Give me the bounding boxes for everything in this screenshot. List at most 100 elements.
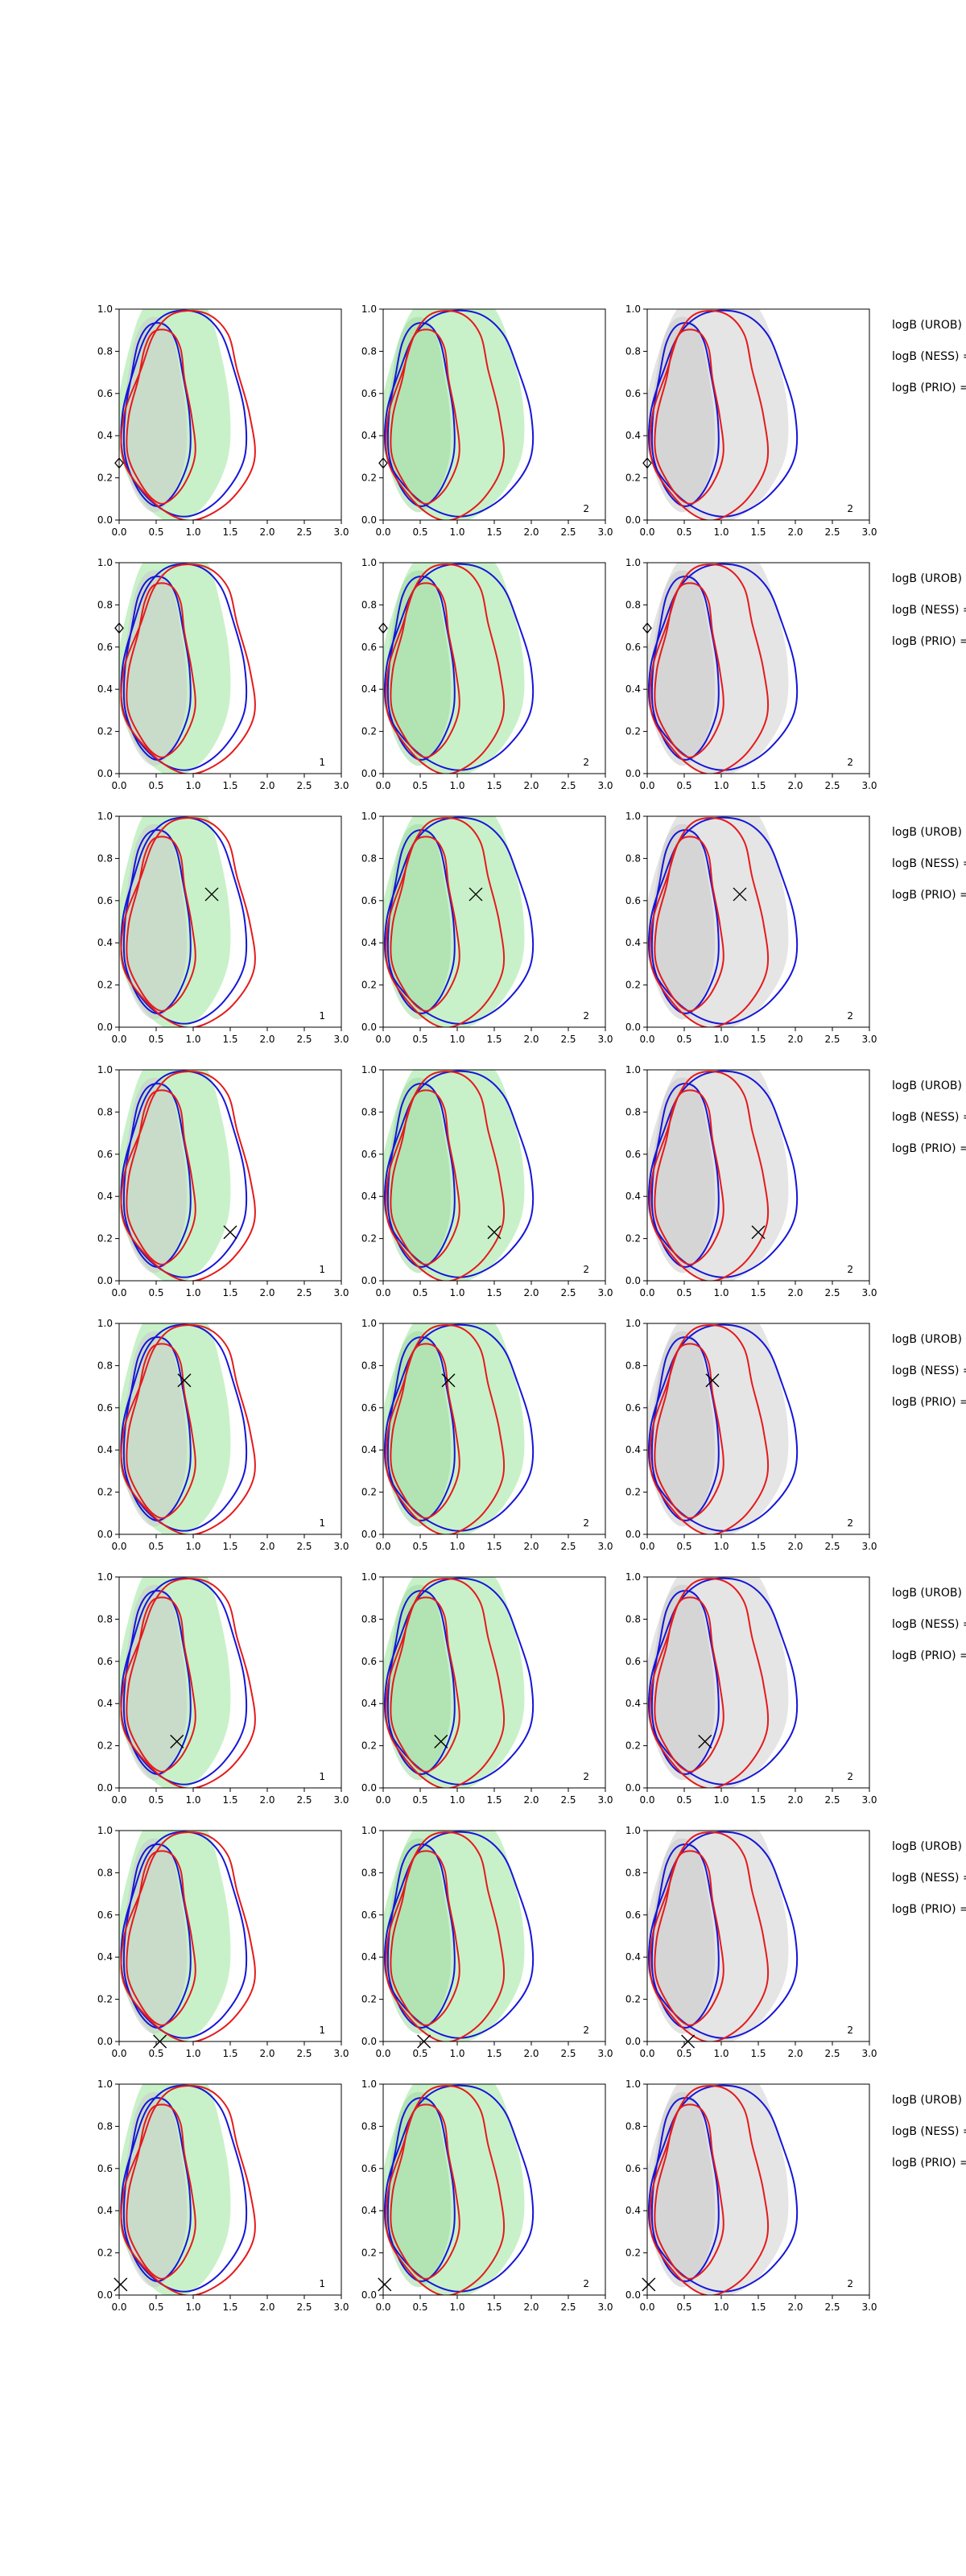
y-tick-label: 0.8 [361, 599, 377, 610]
inner-fill-region [122, 2091, 187, 2288]
true-value-marker [378, 457, 388, 469]
x-tick-label: 2.5 [560, 2048, 576, 2059]
x-tick-label: 2.5 [824, 1287, 840, 1298]
y-tick-label: 0.0 [625, 2036, 641, 2047]
y-tick-label: 0.8 [361, 345, 377, 357]
y-tick-label: 0.8 [361, 1360, 377, 1371]
x-tick-label: 3.0 [333, 2301, 349, 2313]
x-tick-label: 3.0 [597, 2048, 613, 2059]
y-tick-label: 1.0 [97, 811, 113, 822]
x-tick-label: 3.0 [861, 1541, 877, 1552]
x-tick-label: 3.0 [333, 1794, 349, 1806]
blue-outer-contour [383, 309, 535, 518]
blue-outer-contour [383, 1577, 535, 1785]
red-inner-contour [390, 1089, 460, 1265]
x-tick-label: 2.0 [523, 1794, 539, 1806]
corner-label: 2 [583, 1010, 589, 1022]
y-tick-label: 0.6 [625, 1656, 641, 1667]
red-outer-contour [649, 1578, 770, 1788]
x-tick-label: 2.5 [560, 1794, 576, 1806]
y-tick-label: 0.2 [97, 980, 113, 991]
x-tick-label: 1.5 [222, 780, 237, 791]
panel-r6-c1: 0.0 0.5 1.0 1.5 2.0 2.5 3.0 0.0 0.2 0.4 0.6 0.8 1.0 1 [97, 1571, 349, 1806]
x-tick-label: 3.0 [333, 526, 349, 538]
x-tick-label: 1.0 [449, 1541, 464, 1552]
x-tick-label: 1.0 [449, 1794, 464, 1806]
x-tick-label: 2.5 [824, 2301, 840, 2313]
corner-label: 2 [847, 1010, 853, 1022]
corner-label: 2 [847, 2025, 853, 2036]
y-tick-label: 0.0 [625, 1022, 641, 1033]
x-tick-label: 3.0 [597, 1541, 613, 1552]
x-tick-label: 2.0 [259, 526, 275, 538]
y-tick-label: 0.4 [625, 683, 641, 695]
y-tick-label: 0.0 [361, 1275, 377, 1286]
x-tick-label: 0.0 [111, 1287, 126, 1298]
y-tick-label: 0.8 [97, 2120, 113, 2132]
corner-label: 2 [583, 757, 589, 768]
panel-r7-c2: 0.0 0.5 1.0 1.5 2.0 2.5 3.0 0.0 0.2 0.4 0.6 0.8 1.0 2 [361, 1825, 613, 2059]
x-tick-label: 3.0 [333, 1541, 349, 1552]
x-tick-label: 2.5 [824, 1541, 840, 1552]
red-outer-contour [385, 310, 506, 520]
panel-r8-c1: 0.0 0.5 1.0 1.5 2.0 2.5 3.0 0.0 0.2 0.4 0.6 0.8 1.0 1 [97, 2079, 349, 2313]
true-value-marker [642, 457, 652, 469]
x-tick-label: 1.0 [449, 526, 464, 538]
y-tick-label: 0.8 [625, 1613, 641, 1624]
panel-r4-c2: 0.0 0.5 1.0 1.5 2.0 2.5 3.0 0.0 0.2 0.4 0.6 0.8 1.0 2 [361, 1064, 613, 1298]
x-tick-label: 2.5 [296, 1794, 312, 1806]
x-tick-label: 3.0 [861, 780, 877, 791]
x-tick-label: 0.5 [412, 1541, 427, 1552]
blue-outer-contour [383, 563, 535, 771]
red-outer-contour [385, 1071, 506, 1281]
x-tick-label: 2.5 [296, 1287, 312, 1298]
blue-outer-contour [120, 1577, 248, 1785]
y-tick-label: 0.2 [625, 1233, 641, 1245]
inner-fill-region [122, 824, 187, 1020]
x-tick-label: 2.5 [296, 1541, 312, 1552]
y-tick-label: 0.4 [625, 937, 641, 948]
logb-label: logB (NESS) = [892, 1872, 966, 1885]
x-tick-label: 1.5 [222, 1794, 237, 1806]
x-tick-label: 1.5 [222, 1541, 237, 1552]
x-tick-label: 1.5 [750, 1541, 766, 1552]
x-tick-label: 2.0 [523, 1541, 539, 1552]
x-tick-label: 2.0 [523, 526, 539, 538]
x-tick-label: 2.0 [259, 1794, 275, 1806]
y-tick-label: 1.0 [625, 1571, 641, 1583]
y-tick-label: 0.2 [361, 1233, 377, 1245]
y-tick-label: 0.0 [361, 768, 377, 779]
y-tick-label: 0.8 [625, 599, 641, 610]
x-tick-label: 2.0 [259, 1287, 275, 1298]
red-inner-contour [126, 1089, 196, 1265]
panel-r4-c3: 0.0 0.5 1.0 1.5 2.0 2.5 3.0 0.0 0.2 0.4 0.6 0.8 1.0 2 [625, 1064, 877, 1298]
x-tick-label: 3.0 [597, 1794, 613, 1806]
x-tick-label: 0.0 [375, 1794, 390, 1806]
x-tick-label: 0.5 [148, 1541, 163, 1552]
panel-r1-c2: 0.0 0.5 1.0 1.5 2.0 2.5 3.0 0.0 0.2 0.4 0.6 0.8 1.0 2 [361, 303, 613, 538]
x-tick-label: 2.0 [259, 1034, 275, 1045]
y-tick-label: 0.6 [625, 388, 641, 399]
logb-label: logB (PRIO) = [892, 889, 966, 902]
red-inner-contour [126, 1850, 196, 2026]
y-tick-label: 0.0 [97, 1275, 113, 1286]
x-tick-label: 0.5 [676, 1541, 691, 1552]
x-tick-label: 2.0 [787, 1794, 803, 1806]
x-tick-label: 3.0 [861, 2048, 877, 2059]
y-tick-label: 0.4 [97, 2205, 113, 2216]
blue-outer-contour [120, 1831, 248, 2039]
x-tick-label: 1.5 [750, 780, 766, 791]
y-tick-label: 0.4 [361, 430, 377, 441]
red-inner-contour [390, 1850, 460, 2026]
y-tick-label: 0.8 [625, 1867, 641, 1878]
y-tick-label: 1.0 [625, 303, 641, 315]
red-inner-contour [654, 328, 724, 505]
x-tick-label: 2.0 [523, 2301, 539, 2313]
true-value-marker [223, 1225, 237, 1240]
y-tick-label: 0.6 [97, 388, 113, 399]
x-tick-label: 3.0 [333, 780, 349, 791]
y-tick-label: 0.6 [361, 2163, 377, 2174]
logb-label: logB (UROB) = [892, 1587, 966, 1600]
true-value-marker [733, 887, 747, 902]
y-tick-label: 0.6 [97, 1656, 113, 1667]
